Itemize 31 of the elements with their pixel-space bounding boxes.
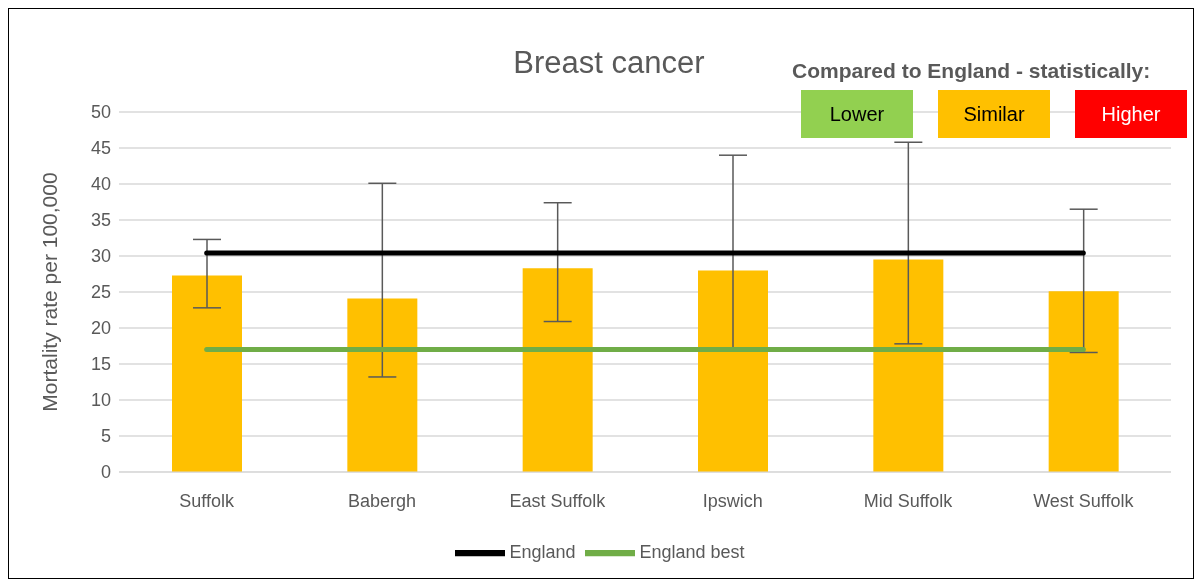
bar (347, 298, 418, 472)
y-axis-title: Mortality rate per 100,000 (38, 172, 62, 412)
bar (172, 275, 242, 472)
text: Compared to England - statistically: (792, 59, 1151, 83)
chart-title: Breast cancer (513, 45, 705, 80)
legend-label: England best (639, 541, 745, 562)
x-tick-label: Ipswich (702, 490, 763, 511)
x-tick-label: Mid Suffolk (863, 490, 954, 511)
bar (698, 270, 768, 472)
annotation: Higher (1075, 90, 1187, 138)
y-tick-label: 30 (90, 246, 111, 267)
y-tick-label: 35 (90, 210, 111, 231)
x-tick-label: Babergh (347, 490, 417, 511)
bar (1048, 291, 1119, 472)
x-tick-label: East Suffolk (509, 490, 607, 511)
x-tick-label: West Suffolk (1033, 490, 1135, 511)
y-tick-label: 0 (100, 462, 111, 483)
y-tick-label: 40 (90, 174, 111, 195)
annotation: Lower (801, 90, 913, 138)
y-tick-label: 15 (90, 354, 111, 375)
bar (873, 259, 944, 472)
bar (522, 268, 593, 472)
y-tick-label: 10 (90, 390, 111, 411)
y-tick-label: 45 (90, 138, 111, 159)
y-tick-label: 50 (90, 102, 111, 123)
x-tick-label: Suffolk (179, 490, 236, 511)
y-tick-label: 25 (90, 282, 111, 303)
legend-label: England (509, 541, 576, 562)
y-tick-label: 20 (90, 318, 111, 339)
y-tick-label: 5 (100, 426, 111, 447)
annotation: Similar (938, 90, 1050, 138)
